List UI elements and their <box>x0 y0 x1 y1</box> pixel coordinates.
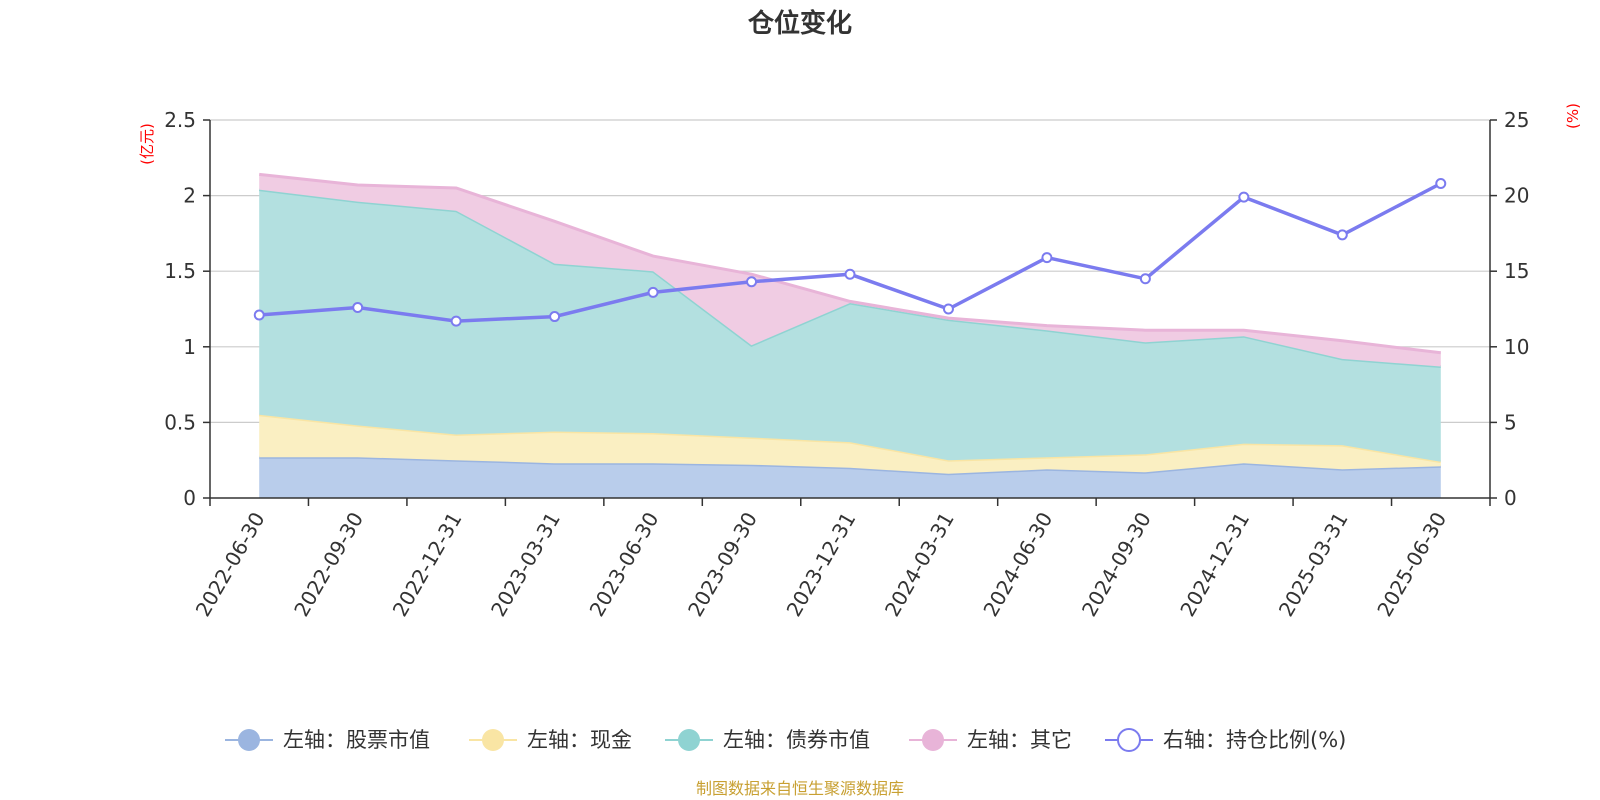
left-axis-tick-label: 1.5 <box>164 259 196 283</box>
data-point <box>1041 252 1053 264</box>
area-edge-左轴：其它 <box>259 172 1441 355</box>
data-point <box>844 268 856 280</box>
data-point <box>942 303 954 315</box>
left-axis-tick-label: 1 <box>183 335 196 359</box>
left-axis-unit: (亿元) <box>138 123 156 165</box>
area-左轴：股票市值 <box>259 457 1441 498</box>
x-axis-tick-label: 2023-06-30 <box>585 508 664 621</box>
area-左轴：债券市值 <box>259 189 1441 462</box>
legend-label: 左轴：其它 <box>967 728 1072 752</box>
x-axis-tick-label: 2022-06-30 <box>191 508 270 621</box>
chart-title: 仓位变化 <box>747 8 852 39</box>
line-series <box>253 178 1447 327</box>
legend-marker <box>238 729 260 751</box>
x-axis-tick-label: 2025-03-31 <box>1274 508 1353 621</box>
data-point <box>1435 178 1447 190</box>
left-axis-tick-label: 2 <box>183 184 196 208</box>
legend-item: 左轴：股票市值 <box>225 728 430 752</box>
data-point <box>253 309 265 321</box>
right-axis-tick-label: 15 <box>1504 259 1529 283</box>
data-point <box>450 315 462 327</box>
source-note: 制图数据来自恒生聚源数据库 <box>696 779 904 798</box>
data-point <box>549 311 561 323</box>
legend-item: 左轴：现金 <box>469 728 632 752</box>
left-axis-tick-label: 0 <box>183 486 196 510</box>
x-axis-tick-label: 2024-06-30 <box>978 508 1057 621</box>
data-point <box>352 301 364 313</box>
x-axis-tick-label: 2023-03-31 <box>486 508 565 621</box>
legend: 左轴：股票市值 左轴：现金 左轴：债券市值 左轴：其它 右轴：持仓比例(%) <box>225 728 1346 752</box>
x-axis-tick-label: 2023-09-30 <box>683 508 762 621</box>
area-series <box>259 172 1442 498</box>
right-axis-unit: (%) <box>1564 103 1582 129</box>
data-point <box>1139 273 1151 285</box>
data-point <box>746 276 758 288</box>
x-axis-tick-label: 2023-12-31 <box>781 508 860 621</box>
legend-marker <box>678 729 700 751</box>
legend-marker <box>1117 728 1141 752</box>
x-axis-tick-label: 2024-09-30 <box>1077 508 1156 621</box>
legend-label: 右轴：持仓比例(%) <box>1163 728 1346 752</box>
legend-item: 左轴：其它 <box>909 728 1072 752</box>
legend-label: 左轴：股票市值 <box>283 728 430 752</box>
data-point <box>1336 229 1348 241</box>
legend-item: 左轴：债券市值 <box>665 728 870 752</box>
right-axis-tick-label: 20 <box>1504 184 1529 208</box>
x-axis-tick-label: 2024-12-31 <box>1175 508 1254 621</box>
left-axis-tick-label: 2.5 <box>164 108 196 132</box>
legend-marker <box>482 729 504 751</box>
legend-marker <box>922 729 944 751</box>
right-axis-tick-label: 0 <box>1504 486 1517 510</box>
x-axis-tick-label: 2024-03-31 <box>880 508 959 621</box>
right-axis-tick-label: 10 <box>1504 335 1529 359</box>
data-point <box>647 286 659 298</box>
area-左轴：现金 <box>259 414 1441 474</box>
legend-item: 右轴：持仓比例(%) <box>1105 728 1346 752</box>
right-axis-tick-label: 5 <box>1504 410 1517 434</box>
legend-label: 左轴：现金 <box>527 728 632 752</box>
x-axis-tick-label: 2022-12-31 <box>388 508 467 621</box>
legend-label: 左轴：债券市值 <box>723 728 870 752</box>
data-point <box>1238 191 1250 203</box>
x-axis-tick-label: 2022-09-30 <box>289 508 368 621</box>
x-axis-tick-label: 2025-06-30 <box>1372 508 1451 621</box>
left-axis-tick-label: 0.5 <box>164 410 196 434</box>
right-axis-tick-label: 25 <box>1504 108 1529 132</box>
